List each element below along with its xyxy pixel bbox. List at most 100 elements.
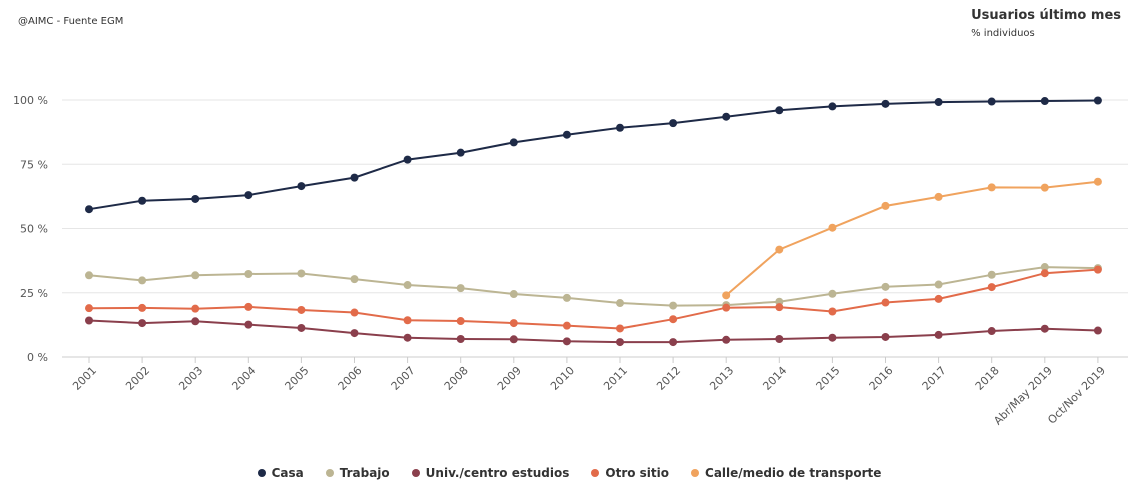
data-point-univ-centro-estudios [722, 335, 731, 344]
data-point-casa [562, 130, 571, 139]
data-point-casa [987, 97, 996, 106]
data-point-casa [775, 106, 784, 115]
data-point-univ-centro-estudios [350, 329, 359, 338]
data-point-otro-sitio [722, 303, 731, 312]
x-tick-label: 2017 [920, 364, 949, 393]
data-point-univ-centro-estudios [297, 323, 306, 332]
x-tick-label: 2012 [654, 364, 683, 393]
data-point-otro-sitio [1093, 265, 1102, 274]
x-tick-label: 2016 [867, 364, 896, 393]
x-tick-label: 2014 [760, 364, 789, 393]
legend-item-otro-sitio[interactable]: Otro sitio [591, 466, 669, 480]
data-point-casa [669, 119, 678, 128]
data-point-univ-centro-estudios [934, 330, 943, 339]
data-point-trabajo [828, 289, 837, 298]
data-point-casa [828, 102, 837, 111]
data-point-otro-sitio [403, 316, 412, 325]
data-point-calle-medio-de-transporte [775, 245, 784, 254]
data-point-casa [191, 194, 200, 203]
data-point-trabajo [1040, 263, 1049, 272]
data-point-otro-sitio [509, 319, 518, 328]
data-point-casa [1040, 97, 1049, 106]
chart-subtitle: % individuos [971, 28, 1035, 39]
legend-marker [257, 469, 266, 477]
data-point-otro-sitio [191, 304, 200, 313]
data-point-otro-sitio [1040, 269, 1049, 278]
data-point-casa [85, 205, 93, 214]
data-point-casa [244, 191, 253, 200]
series-line-otro-sitio [88, 268, 1098, 330]
data-point-univ-centro-estudios [1093, 326, 1102, 335]
data-point-univ-centro-estudios [881, 332, 890, 341]
data-point-otro-sitio [562, 321, 571, 330]
data-point-otro-sitio [934, 294, 943, 303]
y-tick-label: 50 % [20, 223, 48, 236]
data-point-trabajo [562, 293, 571, 302]
data-point-univ-centro-estudios [775, 335, 784, 344]
y-tick-label: 0 % [27, 351, 48, 364]
x-tick-label: 2003 [176, 364, 205, 393]
data-point-casa [1093, 96, 1102, 105]
data-point-trabajo [987, 270, 996, 279]
x-tick-label: 2004 [229, 364, 258, 393]
data-point-calle-medio-de-transporte [881, 201, 890, 210]
data-point-calle-medio-de-transporte [934, 192, 943, 201]
legend-label: Trabajo [339, 466, 390, 480]
data-point-trabajo [85, 271, 93, 280]
data-point-otro-sitio [138, 303, 147, 312]
data-point-trabajo [509, 290, 518, 299]
data-point-casa [350, 173, 359, 182]
data-point-casa [934, 98, 943, 107]
y-tick-label: 75 % [20, 158, 48, 171]
data-point-otro-sitio [297, 305, 306, 314]
x-tick-label: 2015 [814, 364, 843, 393]
data-point-casa [297, 182, 306, 191]
data-point-univ-centro-estudios [509, 335, 518, 344]
data-point-trabajo [403, 281, 412, 290]
legend-marker [411, 469, 420, 477]
legend-label: Calle/medio de transporte [705, 466, 882, 480]
x-tick-label: 2005 [283, 364, 312, 393]
legend-item-trabajo[interactable]: Trabajo [325, 466, 390, 480]
data-point-casa [403, 155, 412, 164]
legend-label: Casa [271, 466, 304, 480]
x-tick-label: 2011 [601, 364, 630, 393]
data-point-trabajo [244, 269, 253, 278]
line-chart: 0 % 25 % 50 % 75 % 100 % 2001 2002 2003 2004 2005… [13, 94, 1128, 428]
data-point-otro-sitio [987, 283, 996, 292]
data-point-univ-centro-estudios [616, 338, 624, 347]
data-point-casa [138, 196, 147, 205]
data-point-casa [456, 148, 465, 157]
data-point-casa [509, 138, 518, 147]
series-line-univ-centro-estudios [88, 319, 1098, 344]
data-point-casa [881, 99, 890, 108]
legend-marker [691, 469, 700, 477]
x-tick-label: 2001 [70, 364, 99, 393]
x-tick-label: 2013 [707, 364, 736, 393]
x-tick-label: 2009 [495, 364, 524, 393]
data-point-univ-centro-estudios [403, 333, 412, 342]
data-point-univ-centro-estudios [828, 333, 837, 342]
data-point-calle-medio-de-transporte [722, 291, 731, 300]
legend-label: Univ./centro estudios [425, 466, 570, 480]
data-point-calle-medio-de-transporte [1040, 183, 1049, 192]
title-block: Usuarios último mes % individuos [971, 8, 1121, 39]
legend-item-calle-medio-de-transporte[interactable]: Calle/medio de transporte [691, 466, 881, 480]
data-point-univ-centro-estudios [1040, 324, 1049, 333]
x-tick-label: 2006 [336, 364, 365, 393]
legend-item-univ-centro-estudios[interactable]: Univ./centro estudios [411, 466, 570, 480]
data-point-univ-centro-estudios [562, 337, 571, 346]
data-point-trabajo [297, 269, 306, 278]
x-tick-label: 2007 [389, 364, 418, 393]
data-point-univ-centro-estudios [987, 327, 996, 336]
data-point-trabajo [616, 299, 624, 308]
data-point-otro-sitio [616, 324, 624, 333]
x-tick-label: 2010 [548, 364, 577, 393]
data-point-trabajo [191, 271, 200, 280]
data-point-otro-sitio [881, 298, 890, 307]
y-tick-label: 25 % [20, 287, 48, 300]
data-point-otro-sitio [456, 317, 465, 326]
data-point-calle-medio-de-transporte [1093, 177, 1102, 186]
x-tick-label: 2002 [123, 364, 152, 393]
legend-item-casa[interactable]: Casa [257, 466, 304, 480]
